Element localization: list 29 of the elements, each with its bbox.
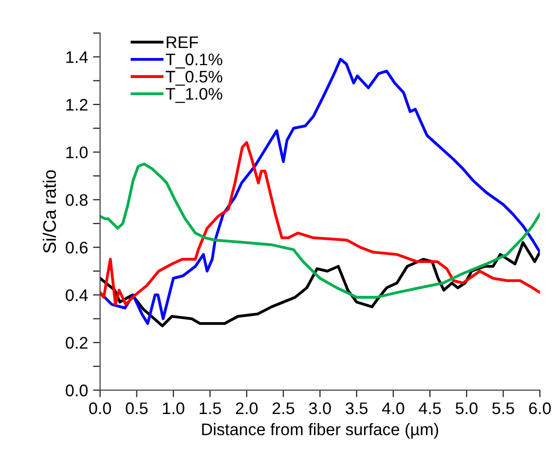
x-tick-label: 4.5 — [418, 402, 441, 414]
y-tick-label: 1.2 — [66, 98, 88, 111]
line-series — [100, 162, 540, 299]
y-axis-title: Si/Ca ratio — [42, 170, 56, 253]
y-tick-label: 0.6 — [66, 242, 88, 254]
x-tick-label: 1.5 — [200, 402, 221, 414]
legend-label: T_0.1% — [166, 54, 222, 68]
x-tick-label: 4.0 — [382, 402, 404, 414]
x-tick-label: 6.0 — [529, 402, 551, 414]
legend-label: T_0.5% — [166, 70, 222, 86]
x-tick-label: 1.0 — [163, 402, 184, 414]
y-tick-label: 0.2 — [66, 336, 88, 349]
y-tick-label: 1.0 — [66, 146, 88, 158]
x-tick-label: 5.0 — [456, 402, 478, 414]
x-tick-label: 0.5 — [126, 402, 148, 414]
y-tick-label: 0.8 — [66, 194, 88, 206]
y-tick-label: 0.0 — [66, 384, 88, 396]
y-tick-label: 0.4 — [66, 289, 88, 302]
x-tick-label: 2.0 — [236, 402, 258, 414]
legend-label: REF — [166, 36, 198, 48]
x-tick-label: 5.5 — [492, 402, 514, 414]
line-series — [100, 141, 540, 306]
x-tick-label: 2.5 — [272, 402, 294, 414]
y-tick-label: 1.4 — [66, 51, 88, 63]
x-tick-label: 3.5 — [346, 402, 368, 414]
x-tick-label: 0.0 — [89, 402, 112, 414]
x-axis-title: Distance from fiber surface (µm) — [202, 423, 438, 439]
x-tick-label: 3.0 — [309, 402, 331, 414]
legend-label: T_1.0% — [166, 88, 222, 103]
